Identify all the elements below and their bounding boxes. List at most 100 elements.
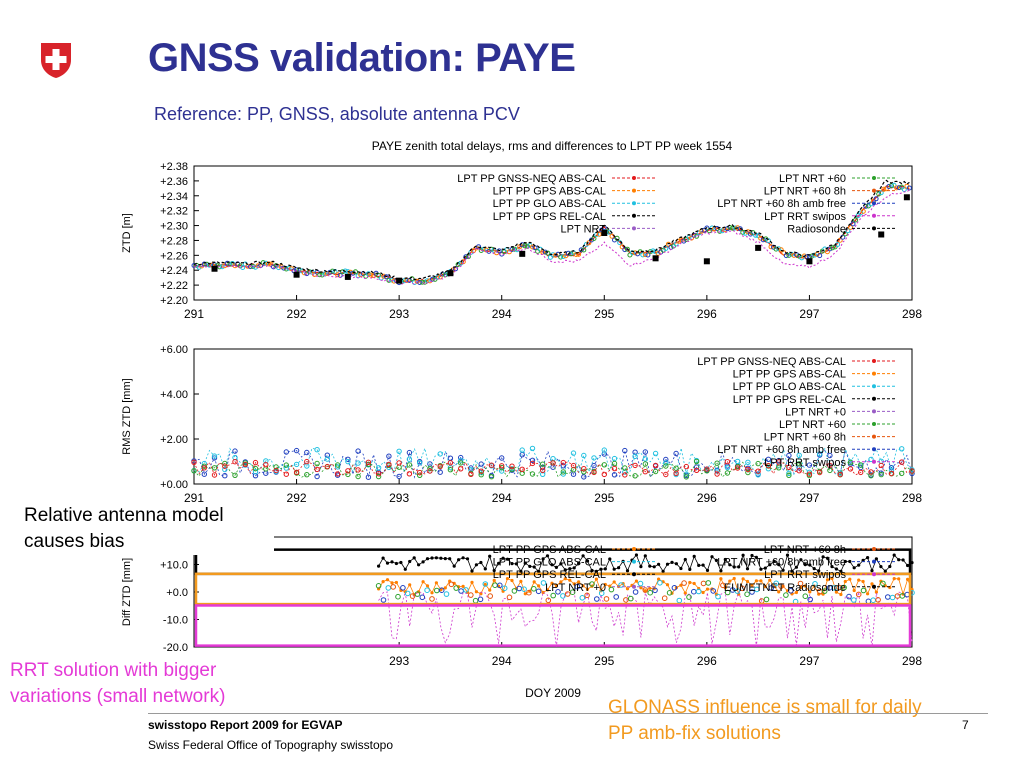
legend-label: LPT NRT +0: [785, 406, 846, 418]
diff-point: [768, 585, 775, 591]
data-point: [717, 228, 723, 234]
diff-point: [676, 597, 683, 604]
data-point: [848, 224, 853, 230]
rms-point: [529, 471, 536, 477]
diff-series-line: [378, 577, 913, 596]
rms-point: [458, 466, 464, 472]
data-point: [812, 252, 818, 258]
data-point: [327, 269, 333, 275]
legend-label: LPT NRT +60 8h: [764, 544, 846, 556]
legend-label: LPT PP GLO ABS-CAL: [493, 198, 606, 210]
data-point: [665, 241, 671, 247]
data-point: [894, 185, 900, 191]
radiosonde-point: [396, 277, 403, 284]
series-line: [193, 179, 910, 281]
y-tick-label: +2.36: [160, 176, 188, 188]
data-point: [686, 234, 692, 240]
rms-point: [878, 462, 884, 469]
data-point: [663, 246, 669, 251]
rms-point: [642, 469, 648, 475]
diff-point: [812, 581, 818, 587]
y-tick-label: +2.30: [160, 221, 188, 233]
x-axis-label: DOY 2009: [525, 686, 581, 700]
data-point: [281, 265, 287, 271]
rms-point: [776, 459, 782, 465]
rms-point: [786, 464, 792, 470]
plot-frame: [193, 536, 913, 648]
data-point: [740, 229, 746, 235]
data-point: [576, 251, 582, 257]
radiosonde-point: [755, 244, 762, 251]
data-point: [755, 233, 761, 239]
rms-point: [704, 466, 710, 472]
y-tick-label: +2.20: [160, 295, 188, 307]
legend-label: EUMETNET Radiosonde: [724, 582, 846, 594]
rms-point: [663, 471, 669, 478]
data-point: [530, 244, 535, 250]
rms-point: [591, 469, 597, 476]
diff-point: [487, 593, 494, 599]
diff-point: [705, 580, 712, 586]
highlight-box-glonass: [194, 572, 912, 606]
rms-point: [858, 462, 864, 468]
data-point: [206, 262, 212, 268]
data-point: [778, 247, 784, 253]
rms-point: [417, 469, 423, 476]
diff-point: [841, 584, 847, 591]
diff-point: [860, 587, 867, 594]
data-point: [191, 263, 197, 268]
page-number: 7: [962, 718, 969, 732]
data-point: [240, 265, 246, 270]
data-point: [719, 228, 725, 234]
diff-point: [851, 597, 857, 603]
diff-point: [661, 595, 668, 602]
rms-point: [909, 468, 915, 474]
y-tick-label: +0.00: [160, 479, 188, 491]
data-point: [642, 252, 648, 258]
rms-series-line: [193, 449, 913, 479]
diff-point: [642, 587, 649, 593]
diff-point: [477, 596, 484, 603]
legend-marker: [872, 434, 876, 439]
rms-point: [488, 474, 495, 480]
rms-point: [611, 460, 618, 467]
legend-label: LPT PP GPS ABS-CAL: [493, 186, 606, 198]
diff-point: [666, 590, 673, 596]
rms-point: [693, 458, 700, 465]
rms-point: [663, 463, 669, 469]
rms-point: [232, 448, 238, 454]
rms-point: [478, 461, 484, 467]
rms-point: [375, 465, 382, 471]
diff-point: [637, 580, 644, 587]
diff-series-line: [378, 590, 913, 647]
rms-point: [581, 452, 587, 459]
diff-point: [521, 586, 527, 593]
rms-point: [458, 454, 464, 461]
diff-point: [560, 593, 566, 599]
data-point: [863, 203, 869, 209]
rms-point: [868, 456, 874, 463]
chart-svg: PAYE zenith total delays, rms and differ…: [121, 139, 922, 700]
rms-point: [724, 470, 731, 476]
legend-label: LPT NRT: [561, 223, 607, 235]
data-point: [376, 273, 382, 278]
data-point: [878, 190, 884, 196]
rms-point: [601, 447, 607, 453]
rms-point: [796, 452, 802, 458]
rms-point: [611, 465, 618, 472]
legend-label: LPT NRT +60 8h amb free: [717, 198, 846, 210]
rms-point: [191, 459, 197, 465]
diff-point: [579, 595, 586, 601]
data-point: [809, 253, 815, 259]
rms-point: [817, 451, 823, 457]
legend-label: LPT NRT +60: [779, 419, 846, 431]
rms-point: [334, 471, 341, 477]
rms-point: [734, 458, 741, 465]
data-point: [547, 254, 553, 260]
rms-point: [652, 468, 659, 475]
diff-point: [390, 584, 397, 590]
rms-point: [611, 472, 618, 478]
rms-point: [263, 458, 269, 464]
rms-point: [293, 447, 300, 454]
